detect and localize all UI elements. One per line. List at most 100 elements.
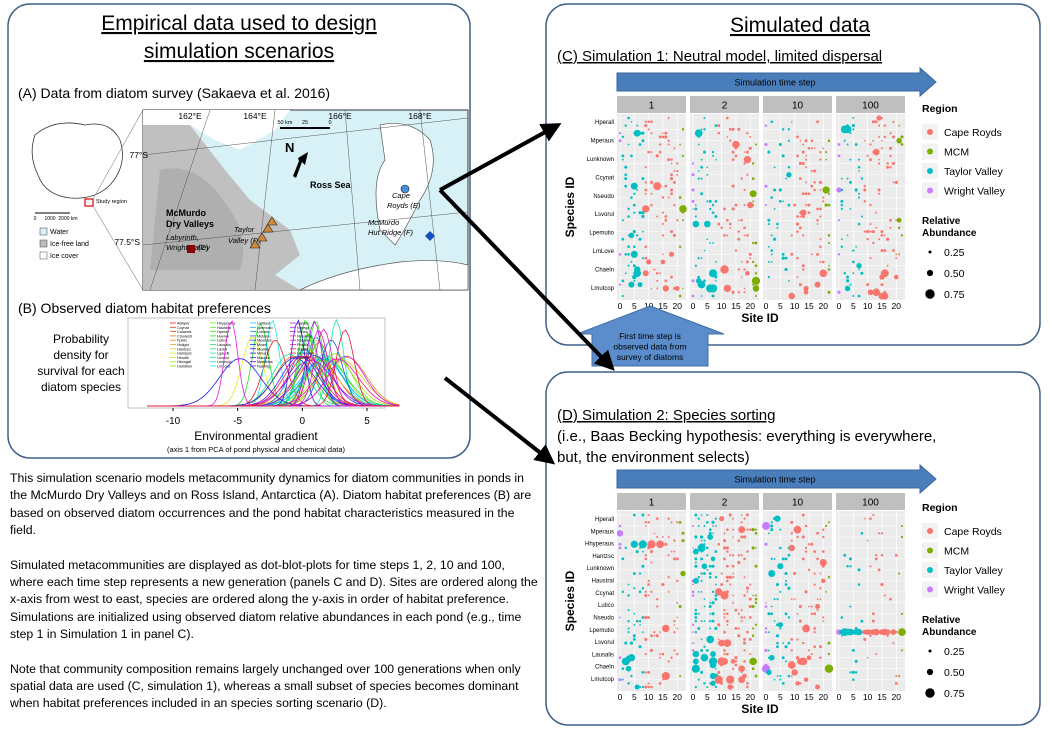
- size-dot: [928, 250, 932, 254]
- abundance-dot: [726, 675, 735, 684]
- abundance-dot: [738, 665, 746, 673]
- abundance-dot: [723, 207, 726, 211]
- abundance-dot: [667, 554, 670, 557]
- abundance-dot: [852, 272, 855, 275]
- abundance-dot: [714, 275, 718, 279]
- abundance-dot: [650, 203, 653, 207]
- abundance-dot: [844, 285, 851, 292]
- facet-label: 1: [649, 101, 655, 112]
- abundance-dot: [810, 612, 813, 615]
- north: N: [285, 140, 294, 155]
- ice: [143, 110, 290, 150]
- abundance-dot: [692, 577, 699, 584]
- abundance-dot: [691, 623, 695, 626]
- abundance-dot: [647, 521, 650, 524]
- abundance-dot: [714, 626, 718, 630]
- abundance-dot: [810, 253, 813, 256]
- abundance-dot: [708, 284, 718, 293]
- abundance-dot: [637, 282, 643, 288]
- abundance-dot: [816, 218, 819, 222]
- abundance-dot: [869, 257, 872, 260]
- abundance-dot: [641, 564, 645, 568]
- abundance-dot: [785, 579, 788, 582]
- abundance-dot: [819, 572, 822, 575]
- abundance-dot: [633, 623, 636, 626]
- abundance-dot: [653, 634, 656, 637]
- abundance-dot: [624, 124, 627, 127]
- abundance-dot: [805, 204, 808, 207]
- facet-header: [690, 493, 759, 510]
- legend-label: Taylor Valley: [944, 166, 1003, 178]
- abundance-dot: [627, 594, 630, 597]
- abundance-dot: [717, 131, 721, 135]
- abundance-dot: [802, 234, 805, 237]
- abundance-dot: [803, 677, 809, 682]
- x-tick-label: 20: [673, 692, 683, 702]
- species-label: Mperaus: [591, 138, 614, 144]
- abundance-dot: [807, 568, 811, 572]
- abundance-dot: [717, 670, 721, 674]
- map-scale-label: 0: [328, 120, 331, 126]
- abundance-dot: [851, 260, 855, 264]
- legend-dot: [927, 187, 933, 194]
- abundance-dot: [641, 211, 645, 215]
- abundance-dot: [886, 634, 889, 637]
- abundance-dot: [636, 189, 639, 191]
- abundance-dot: [697, 517, 700, 520]
- antarctica: [31, 122, 123, 199]
- abundance-dot: [822, 196, 825, 199]
- abundance-dot: [700, 177, 703, 180]
- facet-panel: [836, 114, 905, 300]
- abundance-dot: [664, 542, 668, 546]
- abundance-dot: [633, 587, 636, 590]
- abundance-dot: [749, 583, 752, 586]
- abundance-dot: [892, 181, 895, 184]
- abundance-dot: [751, 260, 755, 264]
- abundance-dot: [770, 605, 773, 608]
- abundance-dot: [773, 237, 777, 241]
- abundance-dot: [790, 520, 794, 524]
- abundance-dot: [851, 124, 855, 128]
- abundance-dot: [662, 678, 664, 681]
- abundance-dot: [647, 513, 650, 517]
- abundance-dot: [877, 162, 881, 165]
- abundance-dot: [667, 576, 670, 579]
- abundance-dot: [667, 517, 670, 520]
- abundance-dot: [781, 154, 785, 158]
- abundance-dot: [822, 616, 825, 619]
- abundance-dot: [722, 546, 727, 550]
- legend-title: Region: [922, 103, 958, 115]
- x-tick-label: 20: [819, 692, 829, 702]
- abundance-dot: [691, 199, 695, 203]
- abundance-dot: [714, 200, 718, 203]
- abundance-dot: [790, 120, 793, 123]
- abundance-dot: [796, 215, 799, 218]
- abundance-dot: [641, 685, 645, 689]
- abundance-dot: [618, 524, 622, 528]
- abundance-dot: [767, 218, 771, 222]
- abundance-dot: [650, 120, 653, 124]
- abundance-dot: [694, 513, 698, 517]
- abundance-dot: [664, 184, 668, 188]
- species-name: Hampyic: [177, 352, 192, 356]
- abundance-dot: [720, 583, 724, 586]
- abundance-dot: [708, 207, 712, 211]
- abundance-dot: [694, 685, 697, 689]
- abundance-dot: [644, 557, 648, 561]
- abundance-dot: [740, 620, 743, 623]
- abundance-dot: [813, 583, 816, 586]
- abundance-dot: [745, 513, 749, 517]
- paragraph: This simulation scenario models metacomm…: [10, 471, 532, 538]
- abundance-dot: [700, 539, 703, 542]
- abundance-dot: [697, 590, 700, 593]
- abundance-dot: [737, 237, 741, 241]
- abundance-dot: [656, 540, 665, 549]
- abundance-dot: [642, 230, 644, 233]
- x-tick-label: 0: [837, 301, 842, 311]
- abundance-dot: [837, 290, 841, 294]
- x-tick-label: 0: [691, 301, 696, 311]
- abundance-dot: [670, 162, 673, 165]
- species-label: Chaeln: [595, 268, 614, 274]
- abundance-dot: [827, 268, 831, 271]
- species-name: Mstomu: [257, 334, 271, 338]
